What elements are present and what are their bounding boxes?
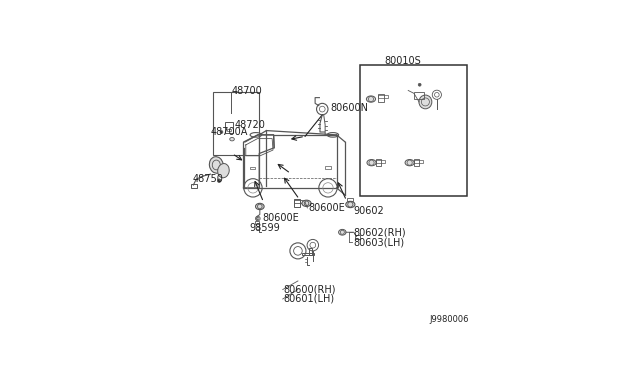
Bar (378, 95, 388, 97)
Text: 48750: 48750 (193, 174, 223, 184)
Ellipse shape (255, 203, 264, 210)
Text: 80602(RH): 80602(RH) (354, 227, 406, 237)
Ellipse shape (405, 160, 414, 166)
Ellipse shape (230, 137, 234, 141)
Bar (414, 92, 424, 99)
Bar (414, 158, 419, 166)
Text: 80600(RH): 80600(RH) (284, 285, 336, 295)
Ellipse shape (302, 200, 311, 206)
Ellipse shape (419, 95, 432, 109)
Ellipse shape (339, 230, 346, 235)
Bar (227, 129, 230, 131)
Bar (355, 235, 360, 238)
Text: 80600E: 80600E (308, 203, 345, 213)
Ellipse shape (209, 157, 223, 173)
Text: 90602: 90602 (354, 206, 385, 216)
Bar (294, 201, 303, 203)
Text: J9980006: J9980006 (429, 315, 469, 324)
Text: 98599: 98599 (249, 223, 280, 233)
Circle shape (220, 131, 223, 134)
Text: 80603(LH): 80603(LH) (354, 237, 405, 247)
Bar (191, 185, 197, 189)
Text: 80010S: 80010S (385, 56, 421, 66)
Bar (302, 253, 314, 255)
Text: 80600N: 80600N (331, 103, 369, 113)
Text: 48720: 48720 (235, 120, 266, 130)
Text: 80601(LH): 80601(LH) (284, 294, 335, 304)
Bar (294, 199, 300, 207)
Bar (255, 221, 259, 224)
Bar (213, 92, 259, 155)
Ellipse shape (218, 164, 229, 178)
Bar (348, 198, 353, 201)
Bar (414, 160, 422, 163)
Bar (378, 94, 384, 102)
Ellipse shape (366, 96, 376, 102)
Bar (325, 166, 332, 169)
Ellipse shape (367, 160, 376, 166)
Text: 80600E: 80600E (262, 213, 299, 223)
Bar (376, 160, 385, 163)
Ellipse shape (346, 201, 355, 208)
Text: 48700: 48700 (232, 86, 262, 96)
Circle shape (218, 179, 221, 182)
Bar (250, 167, 255, 169)
Bar (376, 158, 381, 166)
Circle shape (418, 83, 421, 86)
Bar (360, 65, 467, 196)
Bar (309, 248, 312, 255)
Bar (225, 122, 234, 134)
Text: 48700A: 48700A (211, 127, 248, 137)
